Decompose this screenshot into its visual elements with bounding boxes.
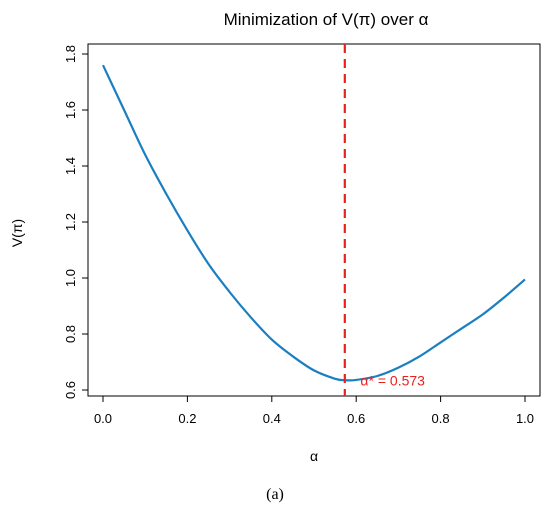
x-tick-label: 0.8 (432, 411, 450, 426)
x-tick-label: 0.2 (178, 411, 196, 426)
chart-title: Minimization of V(π) over α (224, 10, 429, 29)
figure-caption: (a) (266, 486, 284, 503)
x-tick-label: 0.0 (94, 411, 112, 426)
y-tick-label: 1.0 (63, 269, 78, 287)
plot-frame (87, 43, 541, 397)
optimum-annotation: α* = 0.573 (360, 373, 425, 389)
y-tick-label: 1.8 (63, 45, 78, 63)
y-tick-label: 1.2 (63, 213, 78, 231)
y-tick-label: 1.6 (63, 101, 78, 119)
series-layer (102, 64, 526, 382)
y-tick-label: 1.4 (63, 157, 78, 175)
y-tick-label: 0.6 (63, 381, 78, 399)
series-line (102, 64, 526, 382)
y-tick-label: 0.8 (63, 325, 78, 343)
x-axis-title: α (310, 448, 318, 464)
x-tick-label: 1.0 (516, 411, 534, 426)
y-axis-title: V(π) (9, 219, 25, 247)
x-axis: 0.0 0.2 0.4 0.6 0.8 1.0 (94, 396, 534, 426)
axes: 0.0 0.2 0.4 0.6 0.8 1.0 0.6 0.8 1.0 1.2 1.4 1.6 1.8 (63, 43, 541, 426)
x-tick-label: 0.4 (263, 411, 281, 426)
x-tick-label: 0.6 (347, 411, 365, 426)
y-axis: 0.6 0.8 1.0 1.2 1.4 1.6 1.8 (63, 45, 88, 399)
